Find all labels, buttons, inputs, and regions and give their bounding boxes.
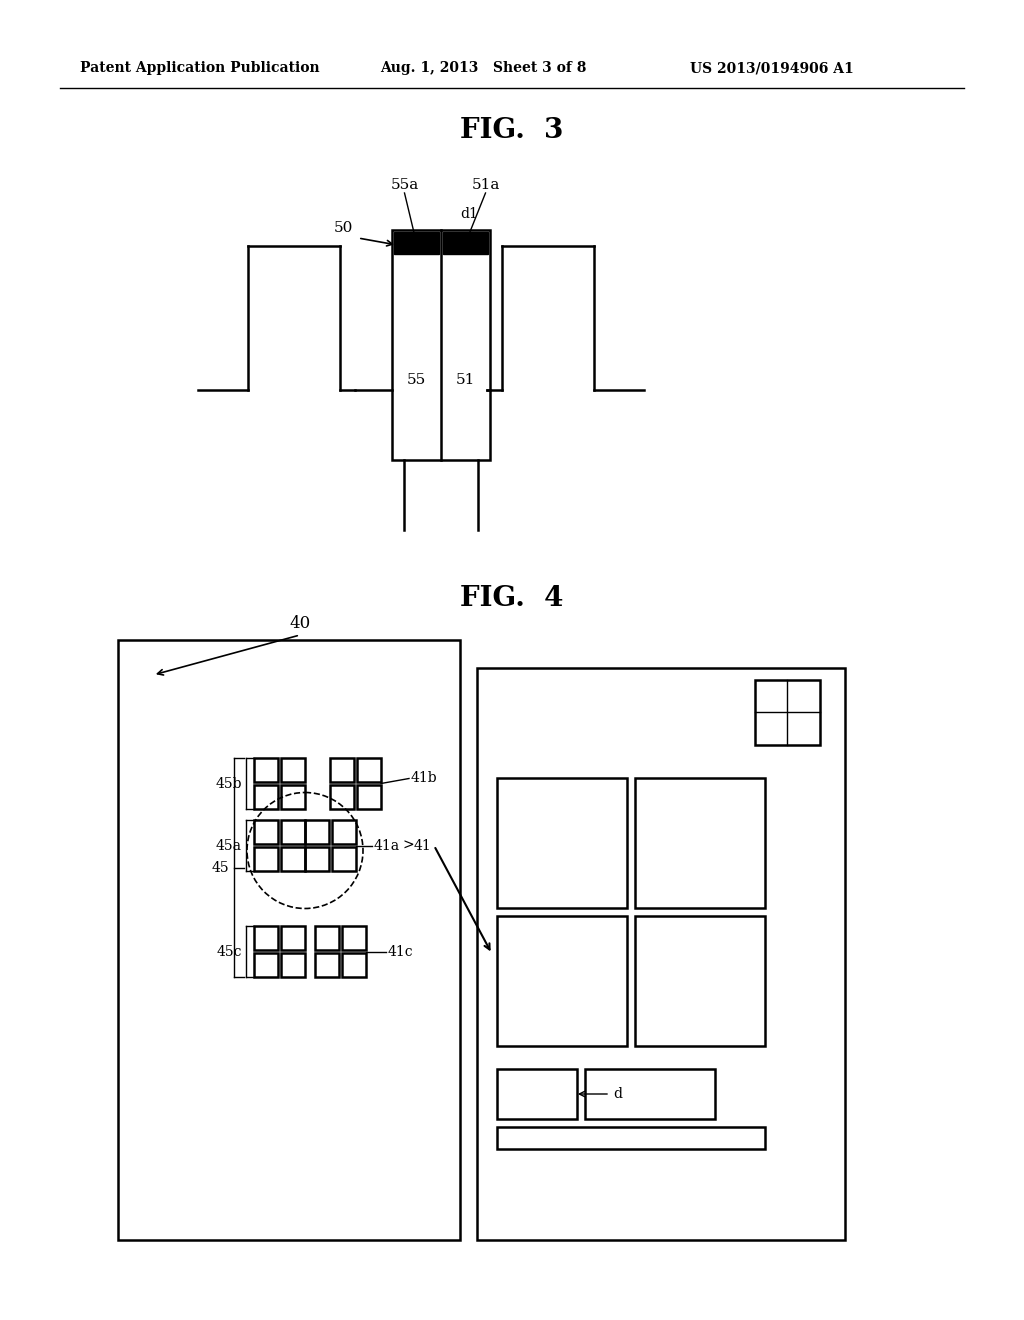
- Text: Patent Application Publication: Patent Application Publication: [80, 61, 319, 75]
- Bar: [443, 232, 488, 253]
- Bar: [281, 785, 305, 809]
- Bar: [281, 953, 305, 977]
- Bar: [497, 1127, 765, 1148]
- Bar: [332, 847, 356, 871]
- Bar: [342, 927, 366, 950]
- Bar: [281, 847, 305, 871]
- Bar: [315, 927, 339, 950]
- Bar: [392, 230, 490, 459]
- Text: 45b: 45b: [215, 776, 242, 791]
- Bar: [497, 1069, 577, 1119]
- Text: 51a: 51a: [471, 178, 500, 191]
- Bar: [497, 916, 627, 1045]
- Text: Aug. 1, 2013   Sheet 3 of 8: Aug. 1, 2013 Sheet 3 of 8: [380, 61, 587, 75]
- Bar: [281, 758, 305, 781]
- Bar: [254, 785, 278, 809]
- Text: d1: d1: [461, 207, 478, 220]
- Bar: [330, 785, 354, 809]
- Bar: [118, 640, 460, 1239]
- Text: 45c: 45c: [216, 945, 242, 958]
- Bar: [330, 758, 354, 781]
- Bar: [357, 758, 381, 781]
- Text: 51: 51: [456, 374, 475, 387]
- Bar: [755, 680, 820, 744]
- Bar: [585, 1069, 715, 1119]
- Text: 41a: 41a: [374, 838, 400, 853]
- Text: 40: 40: [290, 615, 310, 632]
- Text: 41b: 41b: [411, 771, 437, 785]
- Text: d: d: [613, 1086, 622, 1101]
- Text: >: >: [402, 838, 414, 853]
- Bar: [254, 820, 278, 843]
- Bar: [305, 820, 329, 843]
- Text: 55a: 55a: [390, 178, 419, 191]
- Bar: [254, 953, 278, 977]
- Bar: [477, 668, 845, 1239]
- Text: 41: 41: [414, 838, 432, 853]
- Bar: [315, 953, 339, 977]
- Text: 45a: 45a: [216, 838, 242, 853]
- Bar: [635, 777, 765, 908]
- Text: 41c: 41c: [388, 945, 414, 958]
- Text: US 2013/0194906 A1: US 2013/0194906 A1: [690, 61, 854, 75]
- Bar: [497, 777, 627, 908]
- Bar: [394, 232, 439, 253]
- Bar: [254, 847, 278, 871]
- Bar: [254, 758, 278, 781]
- Text: 45: 45: [211, 861, 229, 874]
- Bar: [281, 927, 305, 950]
- Text: 55: 55: [407, 374, 426, 387]
- Bar: [332, 820, 356, 843]
- Text: FIG.  4: FIG. 4: [461, 585, 563, 611]
- Bar: [342, 953, 366, 977]
- Bar: [635, 916, 765, 1045]
- Bar: [281, 820, 305, 843]
- Text: FIG.  3: FIG. 3: [461, 116, 563, 144]
- Text: 50: 50: [334, 220, 352, 235]
- Bar: [305, 847, 329, 871]
- Bar: [254, 927, 278, 950]
- Bar: [357, 785, 381, 809]
